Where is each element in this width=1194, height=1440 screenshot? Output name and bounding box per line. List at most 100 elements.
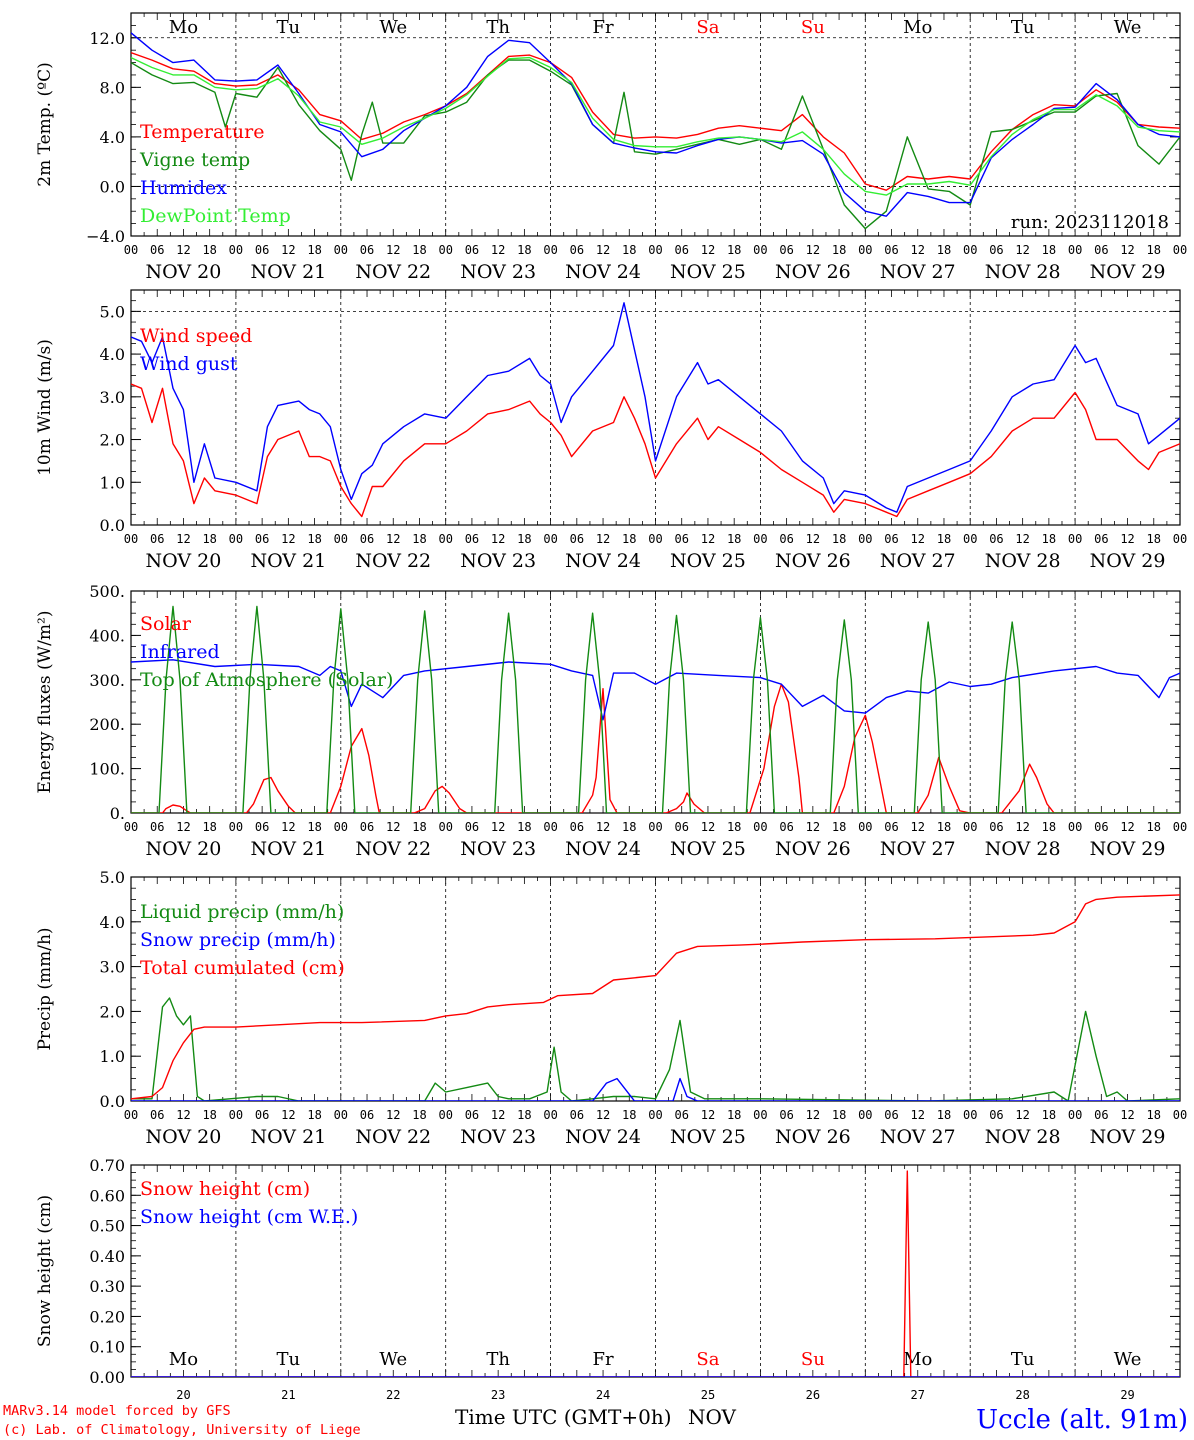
wind-hour-label: 18 (202, 532, 216, 546)
precip-hour-label: 18 (727, 1108, 741, 1122)
temp-hour-label: 18 (202, 243, 216, 257)
temp-date-label: NOV 26 (775, 261, 851, 283)
energy-hour-label: 00 (438, 820, 452, 834)
temp-series-dewpoint-temp (131, 56, 1180, 196)
temp-date-label: NOV 20 (146, 261, 222, 283)
precip-y-tick-label: 4.0 (100, 913, 125, 932)
snow-day-number: 28 (1015, 1388, 1029, 1402)
precip-hour-label: 18 (412, 1108, 426, 1122)
temp-hour-label: 12 (1120, 243, 1134, 257)
precip-y-tick-label: 5.0 (100, 868, 125, 887)
wind-date-label: NOV 24 (565, 550, 641, 572)
precip-date-label: NOV 20 (146, 1126, 222, 1148)
temp-legend-item: DewPoint Temp (140, 205, 291, 227)
energy-hour-label: 18 (202, 820, 216, 834)
wind-hour-label: 12 (386, 532, 400, 546)
snow-y-tick-label: 0.50 (89, 1217, 125, 1236)
energy-legend-item: Top of Atmosphere (Solar) (140, 669, 393, 691)
energy-hour-label: 12 (281, 820, 295, 834)
snow-day-number: 20 (176, 1388, 190, 1402)
precip-date-label: NOV 27 (880, 1126, 956, 1148)
precip-date-label: NOV 21 (250, 1126, 326, 1148)
temp-y-tick-label: −4.0 (86, 227, 125, 246)
energy-date-label: NOV 24 (565, 838, 641, 860)
temp-legend-item: Temperature (140, 121, 264, 143)
energy-date-label: NOV 26 (775, 838, 851, 860)
temp-y-tick-label: 4.0 (100, 128, 125, 147)
month-label: NOV (688, 1405, 737, 1429)
energy-hour-label: 18 (517, 820, 531, 834)
model-credit-line-2: (c) Lab. of Climatology, University of L… (3, 1422, 361, 1438)
wind-y-tick-label: 4.0 (100, 345, 125, 364)
precip-hour-label: 12 (911, 1108, 925, 1122)
wind-hour-label: 06 (989, 532, 1003, 546)
energy-hour-label: 12 (701, 820, 715, 834)
wind-hour-label: 18 (307, 532, 321, 546)
energy-hour-label: 18 (622, 820, 636, 834)
temp-hour-label: 00 (858, 243, 872, 257)
energy-hour-label: 00 (1173, 820, 1187, 834)
model-credit-line-1: MARv3.14 model forced by GFS (3, 1403, 231, 1419)
wind-date-label: NOV 29 (1090, 550, 1166, 572)
precip-hour-label: 12 (1015, 1108, 1029, 1122)
precip-hour-label: 06 (989, 1108, 1003, 1122)
energy-date-label: NOV 21 (250, 838, 326, 860)
wind-hour-label: 00 (858, 532, 872, 546)
temp-hour-label: 18 (622, 243, 636, 257)
temp-date-label: NOV 22 (355, 261, 431, 283)
temp-hour-label: 18 (727, 243, 741, 257)
precip-y-tick-label: 1.0 (100, 1047, 125, 1066)
temp-hour-label: 18 (1042, 243, 1056, 257)
precip-hour-label: 12 (701, 1108, 715, 1122)
wind-date-label: NOV 27 (880, 550, 956, 572)
wind-date-label: NOV 23 (460, 550, 536, 572)
precip-hour-label: 06 (360, 1108, 374, 1122)
snow-y-tick-label: 0.60 (89, 1186, 125, 1205)
wind-hour-label: 06 (779, 532, 793, 546)
energy-date-label: NOV 29 (1090, 838, 1166, 860)
energy-hour-label: 12 (491, 820, 505, 834)
temp-hour-label: 00 (963, 243, 977, 257)
wind-hour-label: 06 (255, 532, 269, 546)
energy-hour-label: 06 (989, 820, 1003, 834)
temp-hour-label: 06 (255, 243, 269, 257)
precip-hour-label: 00 (1068, 1108, 1082, 1122)
wind-y-tick-label: 2.0 (100, 431, 125, 450)
precip-hour-label: 18 (1042, 1108, 1056, 1122)
snow-day-number: 24 (596, 1388, 610, 1402)
precip-hour-label: 00 (438, 1108, 452, 1122)
energy-hour-label: 00 (124, 820, 138, 834)
energy-hour-label: 06 (255, 820, 269, 834)
station-label: Uccle (alt. 91m) (976, 1405, 1188, 1435)
wind-hour-label: 00 (753, 532, 767, 546)
panel-snow: 0.00 0.10 0.20 0.30 0.40 0.50 0.60 0.70 Snow hei… (35, 1156, 1181, 1402)
temp-weekday-label: Th (486, 17, 510, 38)
snow-series-snow-height-cm (131, 1170, 1180, 1377)
precip-hour-label: 00 (229, 1108, 243, 1122)
snow-weekday-label: Sa (696, 1349, 719, 1370)
temp-hour-label: 00 (648, 243, 662, 257)
temp-hour-label: 12 (806, 243, 820, 257)
wind-hour-label: 12 (701, 532, 715, 546)
temp-hour-label: 06 (360, 243, 374, 257)
precip-series-snow-precip-mm-h (131, 1077, 1180, 1101)
energy-date-label: NOV 23 (460, 838, 536, 860)
temp-date-label: NOV 27 (880, 261, 956, 283)
energy-hour-label: 06 (884, 820, 898, 834)
wind-hour-label: 00 (648, 532, 662, 546)
wind-hour-label: 00 (438, 532, 452, 546)
wind-hour-label: 18 (412, 532, 426, 546)
energy-hour-label: 00 (963, 820, 977, 834)
temp-hour-label: 06 (884, 243, 898, 257)
panel-wind: 0.0 1.0 2.0 3.0 4.0 5.0 10m Wind (m/s) 00 06 12 18… (35, 289, 1187, 572)
wind-hour-label: 12 (806, 532, 820, 546)
temp-date-label: NOV 21 (250, 261, 326, 283)
wind-hour-label: 00 (543, 532, 557, 546)
snow-weekday-label: Mo (169, 1349, 198, 1370)
snow-y-tick-label: 0.20 (89, 1307, 125, 1326)
snow-y-axis-label: Snow height (cm) (35, 1195, 55, 1347)
precip-hour-label: 18 (937, 1108, 951, 1122)
temp-hour-label: 12 (491, 243, 505, 257)
energy-y-tick-label: 500. (89, 582, 125, 601)
snow-legend-item: Snow height (cm) (140, 1178, 310, 1200)
